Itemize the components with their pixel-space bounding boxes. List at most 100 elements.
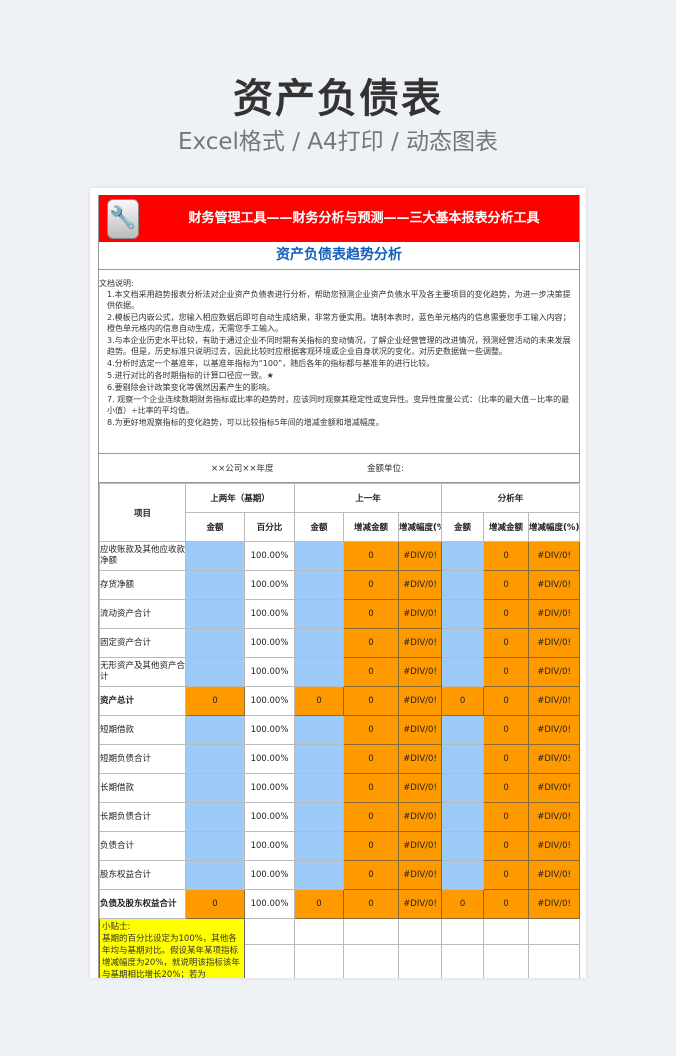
- prev-amount-input[interactable]: [294, 570, 345, 600]
- prev-change-cell: 0: [343, 657, 400, 687]
- base-amount-input[interactable]: [185, 570, 245, 600]
- empty-cell[interactable]: [441, 944, 485, 978]
- table-row: 资产总计 0 100.00% 0 0 #DIV/0! 0 0 #DIV/0!: [99, 686, 581, 716]
- current-rate-cell: #DIV/0!: [528, 541, 581, 571]
- current-amount-input[interactable]: [441, 599, 485, 629]
- base-amount-input[interactable]: [185, 802, 245, 832]
- company-label: ××公司××年度: [211, 464, 274, 474]
- row-label: 短期负债合计: [99, 744, 186, 774]
- prev-amount-input[interactable]: [294, 773, 345, 803]
- base-amount-input[interactable]: [185, 860, 245, 890]
- prev-change-cell: 0: [343, 686, 400, 716]
- prev-change-cell: 0: [343, 599, 400, 629]
- empty-cell[interactable]: [528, 917, 581, 946]
- current-amount-input[interactable]: [441, 541, 485, 571]
- empty-cell[interactable]: [528, 944, 581, 978]
- empty-cell[interactable]: [398, 944, 443, 978]
- note-item: 3.与本企业历史水平比较，有助于通过企业不同时期有关指标的变动情况，了解企业经营…: [107, 336, 571, 356]
- empty-cell[interactable]: [483, 944, 530, 978]
- empty-cell[interactable]: [294, 944, 345, 978]
- current-amount-input[interactable]: [441, 715, 485, 745]
- empty-cell[interactable]: [243, 944, 296, 978]
- empty-cell[interactable]: [441, 917, 485, 946]
- base-percent-cell: 100.00%: [243, 657, 296, 687]
- prev-amount-input[interactable]: [294, 657, 345, 687]
- current-change-cell: 0: [483, 744, 530, 774]
- empty-cell[interactable]: [398, 917, 443, 946]
- prev-amount-input[interactable]: [294, 628, 345, 658]
- prev-change-cell: 0: [343, 715, 400, 745]
- row-label: 短期借款: [99, 715, 186, 745]
- prev-rate-cell: #DIV/0!: [398, 802, 443, 832]
- column-header: 增减金额: [483, 512, 530, 542]
- prev-rate-cell: #DIV/0!: [398, 599, 443, 629]
- empty-cell[interactable]: [483, 917, 530, 946]
- base-amount-input[interactable]: [185, 657, 245, 687]
- base-amount-input[interactable]: [185, 773, 245, 803]
- row-label: 长期负债合计: [99, 802, 186, 832]
- note-item: 2.模板已内嵌公式，您输入相应数据后即可自动生成结果，非常方便实用。填制本表时，…: [107, 313, 571, 333]
- notes-heading: 文档说明:: [99, 279, 134, 288]
- prev-change-cell: 0: [343, 831, 400, 861]
- prev-rate-cell: #DIV/0!: [398, 860, 443, 890]
- row-label: 股东权益合计: [99, 860, 186, 890]
- current-amount-cell: 0: [441, 889, 485, 919]
- prev-rate-cell: #DIV/0!: [398, 773, 443, 803]
- current-rate-cell: #DIV/0!: [528, 860, 581, 890]
- base-amount-input[interactable]: [185, 628, 245, 658]
- prev-amount-input[interactable]: [294, 831, 345, 861]
- banner-title: 财务管理工具——财务分析与预测——三大基本报表分析工具: [188, 211, 540, 226]
- row-label: 应收账款及其他应收款净额: [99, 541, 186, 571]
- table-row: 负债合计 100.00% 0 #DIV/0! 0 #DIV/0!: [99, 831, 581, 861]
- current-amount-input[interactable]: [441, 831, 485, 861]
- current-amount-input[interactable]: [441, 860, 485, 890]
- prev-change-cell: 0: [343, 773, 400, 803]
- base-amount-input[interactable]: [185, 831, 245, 861]
- current-change-cell: 0: [483, 773, 530, 803]
- current-amount-input[interactable]: [441, 744, 485, 774]
- prev-amount-cell: 0: [294, 889, 345, 919]
- prev-rate-cell: #DIV/0!: [398, 686, 443, 716]
- base-amount-input[interactable]: [185, 599, 245, 629]
- current-rate-cell: #DIV/0!: [528, 773, 581, 803]
- base-amount-input[interactable]: [185, 744, 245, 774]
- prev-amount-input[interactable]: [294, 744, 345, 774]
- prev-rate-cell: #DIV/0!: [398, 628, 443, 658]
- current-amount-input[interactable]: [441, 802, 485, 832]
- base-percent-cell: 100.00%: [243, 831, 296, 861]
- prev-rate-cell: #DIV/0!: [398, 570, 443, 600]
- prev-amount-input[interactable]: [294, 860, 345, 890]
- row-label: 存货净额: [99, 570, 186, 600]
- empty-cell[interactable]: [343, 944, 400, 978]
- base-amount-input[interactable]: [185, 715, 245, 745]
- prev-amount-input[interactable]: [294, 599, 345, 629]
- spreadsheet-preview: 🔧 财务管理工具——财务分析与预测——三大基本报表分析工具 资产负债表趋势分析 …: [90, 188, 586, 978]
- hero-subtitle: Excel格式 / A4打印 / 动态图表: [177, 129, 499, 155]
- base-amount-input[interactable]: [185, 541, 245, 571]
- table-row: 无形资产及其他资产合计 100.00% 0 #DIV/0! 0 #DIV/0!: [99, 657, 581, 687]
- prev-amount-input[interactable]: [294, 802, 345, 832]
- prev-amount-input[interactable]: [294, 541, 345, 571]
- table-row: 短期借款 100.00% 0 #DIV/0! 0 #DIV/0!: [99, 715, 581, 745]
- current-amount-input[interactable]: [441, 773, 485, 803]
- trend-table: 项目 上两年（基期） 上一年 分析年 金额百分比金额增减金额增减幅度(%)金额增…: [99, 483, 581, 978]
- prev-amount-input[interactable]: [294, 715, 345, 745]
- document-notes: 文档说明: 1.本文档采用趋势报表分析法对企业资产负债表进行分析，帮助您预测企业…: [99, 270, 579, 454]
- base-percent-cell: 100.00%: [243, 860, 296, 890]
- empty-cell[interactable]: [343, 917, 400, 946]
- row-label: 负债合计: [99, 831, 186, 861]
- column-header: 增减金额: [343, 512, 400, 542]
- current-rate-cell: #DIV/0!: [528, 744, 581, 774]
- current-rate-cell: #DIV/0!: [528, 802, 581, 832]
- wrench-icon: 🔧: [107, 199, 139, 239]
- table-row: 短期负债合计 100.00% 0 #DIV/0! 0 #DIV/0!: [99, 744, 581, 774]
- current-amount-input[interactable]: [441, 657, 485, 687]
- table-row: 股东权益合计 100.00% 0 #DIV/0! 0 #DIV/0!: [99, 860, 581, 890]
- table-row: 长期负债合计 100.00% 0 #DIV/0! 0 #DIV/0!: [99, 802, 581, 832]
- tip-box: 小贴士: 基期的百分比设定为100%，其他各年均与基期对比。假设某年某项指标增减幅…: [99, 918, 245, 978]
- current-amount-input[interactable]: [441, 570, 485, 600]
- note-item: 1.本文档采用趋势报表分析法对企业资产负债表进行分析，帮助您预测企业资产负债水平…: [107, 290, 571, 310]
- empty-cell[interactable]: [294, 917, 345, 946]
- current-amount-input[interactable]: [441, 628, 485, 658]
- empty-cell[interactable]: [243, 917, 296, 946]
